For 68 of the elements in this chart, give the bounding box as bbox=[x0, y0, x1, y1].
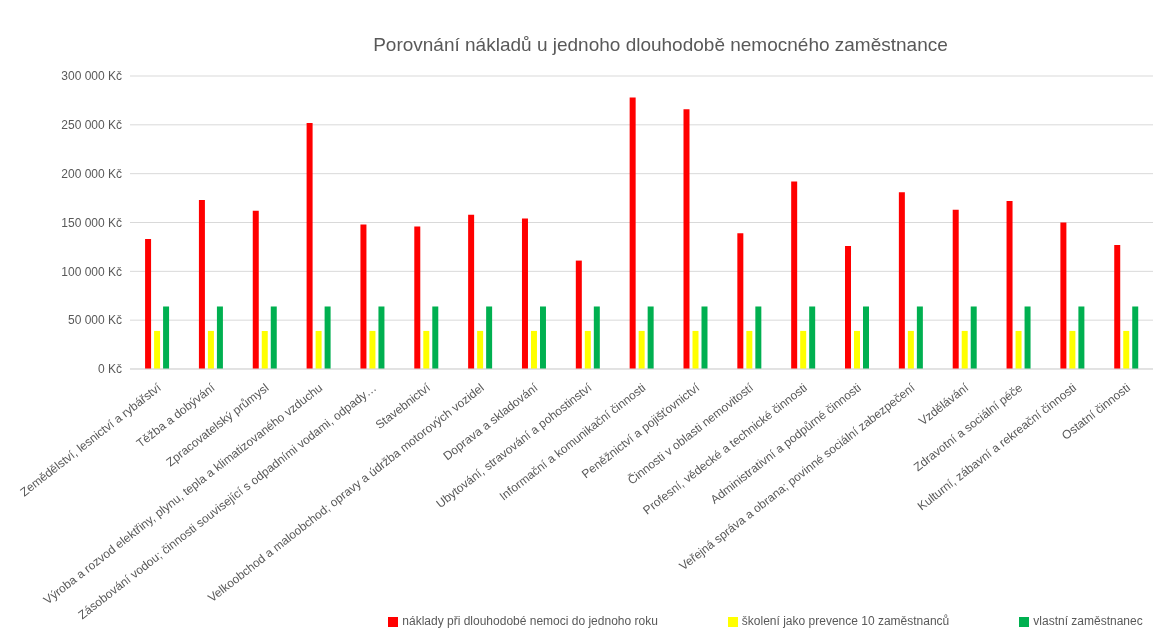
bar bbox=[252, 210, 259, 369]
bar bbox=[477, 330, 484, 369]
bar bbox=[898, 192, 905, 369]
bar bbox=[423, 330, 430, 369]
bar bbox=[961, 330, 968, 369]
bar bbox=[468, 214, 475, 369]
legend-label: náklady při dlouhodobé nemoci do jednoho roku bbox=[402, 614, 658, 628]
bar bbox=[207, 330, 214, 369]
bar bbox=[854, 330, 861, 369]
bar bbox=[701, 306, 708, 369]
bar bbox=[360, 224, 367, 369]
bar bbox=[907, 330, 914, 369]
bar bbox=[1069, 330, 1076, 369]
bar bbox=[216, 306, 223, 369]
bar bbox=[486, 306, 493, 369]
bar bbox=[1015, 330, 1022, 369]
bar bbox=[261, 330, 268, 369]
bar bbox=[629, 97, 636, 369]
bar bbox=[755, 306, 762, 369]
bar bbox=[746, 330, 753, 369]
bar bbox=[791, 181, 798, 369]
bar bbox=[521, 218, 528, 369]
bar bbox=[378, 306, 385, 369]
bar bbox=[692, 330, 699, 369]
legend-label: vlastní zaměstnanec bbox=[1033, 614, 1143, 628]
y-tick-label: 0 Kč bbox=[97, 362, 122, 377]
bar bbox=[1006, 201, 1013, 369]
bar bbox=[638, 330, 645, 369]
bar bbox=[584, 330, 591, 369]
bar bbox=[145, 239, 152, 369]
bar bbox=[593, 306, 600, 369]
bar bbox=[1114, 244, 1121, 369]
bar bbox=[530, 330, 537, 369]
bar bbox=[539, 306, 546, 369]
bar bbox=[1060, 222, 1067, 369]
bar bbox=[737, 233, 744, 369]
bar bbox=[1078, 306, 1085, 369]
y-tick-label: 50 000 Kč bbox=[67, 313, 122, 328]
bar bbox=[809, 306, 816, 369]
bar bbox=[800, 330, 807, 369]
y-tick-label: 300 000 Kč bbox=[61, 69, 122, 84]
bar bbox=[324, 306, 331, 369]
bar bbox=[683, 109, 690, 369]
bar bbox=[863, 306, 870, 369]
bar bbox=[163, 306, 170, 369]
legend-label: školení jako prevence 10 zaměstnanců bbox=[741, 614, 950, 628]
bar bbox=[270, 306, 277, 369]
y-tick-label: 250 000 Kč bbox=[61, 118, 122, 133]
bar bbox=[154, 330, 161, 369]
y-tick-label: 150 000 Kč bbox=[61, 215, 122, 230]
y-tick-label: 200 000 Kč bbox=[61, 166, 122, 181]
bar bbox=[952, 209, 959, 369]
bar bbox=[575, 260, 582, 369]
bar bbox=[970, 306, 977, 369]
bar bbox=[647, 306, 654, 369]
bar bbox=[916, 306, 923, 369]
bar bbox=[1132, 306, 1139, 369]
bar bbox=[306, 122, 313, 369]
y-tick-label: 100 000 Kč bbox=[61, 264, 122, 279]
bar bbox=[315, 330, 322, 369]
bar bbox=[369, 330, 376, 369]
bar bbox=[1123, 330, 1130, 369]
bar bbox=[845, 245, 852, 369]
chart-title: Porovnání nákladů u jednoho dlouhodobě nemocného zaměstnance bbox=[372, 33, 949, 57]
bar bbox=[432, 306, 439, 369]
bar bbox=[414, 226, 421, 369]
bar bbox=[1024, 306, 1031, 369]
bar bbox=[198, 200, 205, 369]
